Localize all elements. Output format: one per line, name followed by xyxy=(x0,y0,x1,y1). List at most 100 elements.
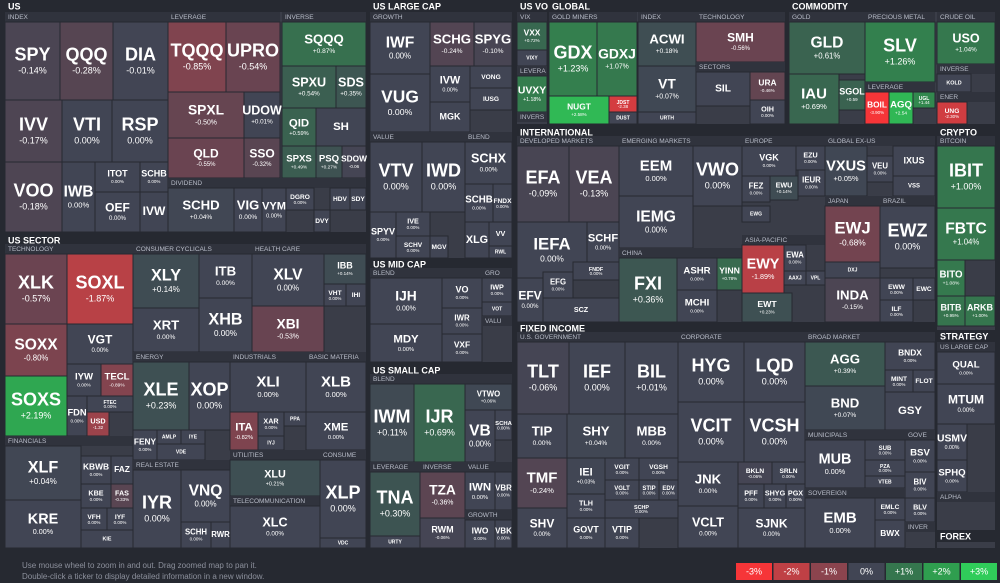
ticker[interactable]: XBI xyxy=(277,317,300,332)
tile[interactable] xyxy=(4,161,63,233)
tile[interactable] xyxy=(441,277,483,309)
ticker[interactable]: JNK xyxy=(695,472,722,487)
ticker[interactable]: EWC xyxy=(916,286,932,293)
tile[interactable] xyxy=(741,205,771,223)
ticker[interactable]: VO xyxy=(455,285,468,295)
tile[interactable] xyxy=(516,75,548,113)
tile[interactable] xyxy=(281,21,367,67)
tile[interactable] xyxy=(516,413,568,459)
ticker[interactable]: BND xyxy=(831,396,860,411)
tile[interactable] xyxy=(305,361,367,413)
ticker[interactable]: SHYG xyxy=(765,489,786,498)
ticker[interactable]: KIE xyxy=(103,536,112,542)
ticker[interactable]: VIXY xyxy=(526,55,538,61)
tile[interactable] xyxy=(618,257,678,323)
tile[interactable] xyxy=(369,73,431,133)
ticker[interactable]: FAS xyxy=(115,489,129,498)
ticker[interactable]: BITB xyxy=(941,303,962,313)
tile[interactable] xyxy=(516,145,570,223)
ticker[interactable]: SCHP xyxy=(634,505,649,511)
ticker[interactable]: SJNK xyxy=(755,517,787,531)
ticker[interactable]: SOXX xyxy=(14,336,58,353)
tile[interactable] xyxy=(677,461,739,507)
tile[interactable] xyxy=(964,295,996,327)
ticker[interactable]: XLY xyxy=(151,266,181,284)
ticker[interactable]: STIP xyxy=(642,486,655,492)
tile[interactable] xyxy=(716,257,743,291)
ticker[interactable]: VXUS xyxy=(826,158,866,174)
ticker[interactable]: BNDX xyxy=(898,348,922,358)
tile[interactable] xyxy=(542,297,620,323)
ticker[interactable]: VIG xyxy=(237,198,259,213)
tile[interactable] xyxy=(542,271,574,299)
ticker[interactable]: GLD xyxy=(811,34,844,51)
ticker[interactable]: TLH xyxy=(579,499,593,508)
ticker[interactable]: TMF xyxy=(527,469,558,486)
ticker[interactable]: SDS xyxy=(338,76,364,90)
ticker[interactable]: BSV xyxy=(910,448,930,459)
ticker[interactable]: HYG xyxy=(691,355,730,375)
tile[interactable] xyxy=(341,145,367,179)
ticker[interactable]: BIV xyxy=(914,478,928,487)
tile[interactable] xyxy=(936,295,966,327)
tile[interactable] xyxy=(624,413,679,459)
ticker[interactable]: RWR xyxy=(211,530,230,539)
tile[interactable] xyxy=(251,253,325,307)
tile[interactable] xyxy=(66,323,134,365)
ticker[interactable]: SDOW xyxy=(341,154,367,164)
ticker[interactable]: VCLT xyxy=(692,516,724,530)
tile[interactable] xyxy=(429,101,471,133)
tile[interactable] xyxy=(369,21,431,75)
ticker[interactable]: IAU xyxy=(801,85,827,102)
tile[interactable] xyxy=(4,499,82,549)
tile[interactable] xyxy=(904,439,936,473)
tile[interactable] xyxy=(139,191,169,233)
ticker[interactable]: DXJ xyxy=(848,267,858,273)
tile[interactable] xyxy=(741,175,771,203)
ticker[interactable]: SPXU xyxy=(292,76,326,90)
tile[interactable] xyxy=(566,493,606,519)
tile[interactable] xyxy=(795,145,826,171)
ticker[interactable]: DGRO xyxy=(290,194,310,201)
ticker[interactable]: DIA xyxy=(125,44,156,64)
ticker[interactable]: IWO xyxy=(472,526,489,536)
tile[interactable] xyxy=(516,507,568,549)
tile[interactable] xyxy=(568,341,626,415)
ticker[interactable]: YINN xyxy=(719,266,740,276)
ticker[interactable]: VGIT xyxy=(614,464,629,471)
ticker[interactable]: TQQQ xyxy=(171,40,224,60)
tile[interactable] xyxy=(677,401,745,463)
tile[interactable] xyxy=(618,195,694,249)
ticker[interactable]: IEUR xyxy=(802,176,821,185)
tile[interactable] xyxy=(637,111,697,125)
ticker[interactable]: FXI xyxy=(634,273,662,293)
ticker[interactable]: SCHV xyxy=(404,242,423,249)
ticker[interactable]: VCIT xyxy=(690,415,731,435)
ticker[interactable]: EWY xyxy=(747,256,780,272)
ticker[interactable]: SLV xyxy=(883,35,917,55)
tile[interactable] xyxy=(261,187,287,233)
tile[interactable] xyxy=(229,361,307,413)
ticker[interactable]: OIH xyxy=(761,105,774,114)
tile[interactable] xyxy=(285,187,315,211)
ticker[interactable]: BITO xyxy=(940,270,963,281)
ticker[interactable]: ITB xyxy=(215,264,236,279)
tile[interactable] xyxy=(419,471,466,519)
ticker[interactable]: EFA xyxy=(525,167,560,187)
tile[interactable] xyxy=(167,187,235,233)
ticker[interactable]: EWG xyxy=(750,211,762,217)
ticker[interactable]: VYM xyxy=(262,201,286,213)
ticker[interactable]: FNDX xyxy=(494,198,513,205)
tile[interactable] xyxy=(419,517,466,549)
tile[interactable] xyxy=(741,292,793,323)
ticker[interactable]: URTY xyxy=(388,539,402,545)
ticker[interactable]: IWB xyxy=(64,183,94,200)
ticker[interactable]: GOVT xyxy=(573,525,599,535)
ticker[interactable]: OEF xyxy=(105,201,130,215)
tile[interactable] xyxy=(319,537,367,549)
ticker[interactable]: VT xyxy=(658,77,676,92)
tile[interactable] xyxy=(369,211,397,259)
ticker[interactable]: EMLC xyxy=(881,504,900,511)
ticker[interactable]: UPRO xyxy=(227,40,279,60)
tile[interactable] xyxy=(229,459,321,497)
